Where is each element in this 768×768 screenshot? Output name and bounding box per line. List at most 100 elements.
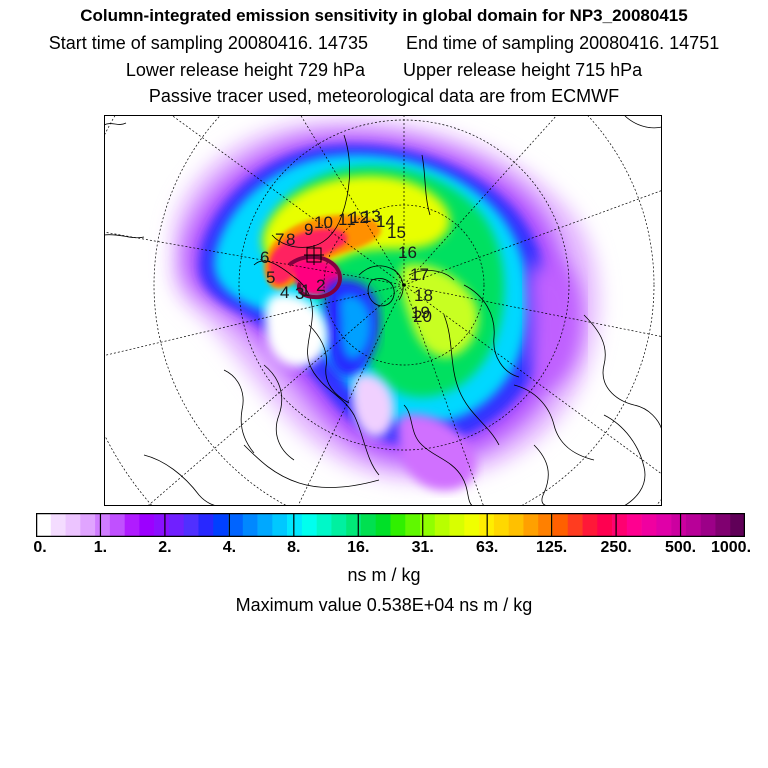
- traj-label-6: 6: [260, 248, 269, 267]
- colorbar-cell: [183, 513, 199, 537]
- traj-label-20: 20: [413, 307, 432, 326]
- colorbar-tick-label: 63.: [476, 539, 499, 556]
- colorbar-cell: [124, 513, 140, 537]
- colorbar-tick-label: 1000.: [710, 539, 752, 556]
- map-frame: [104, 115, 662, 506]
- colorbar-cell: [434, 513, 450, 537]
- sensitivity-field: [172, 120, 599, 491]
- colorbar-cell: [493, 513, 509, 537]
- traj-label-15: 15: [387, 223, 406, 242]
- colorbar-cell: [567, 513, 583, 537]
- colorbar-cell: [139, 513, 155, 537]
- colorbar-cell: [50, 513, 66, 537]
- colorbar-cell: [257, 513, 273, 537]
- colorbar-cell: [612, 513, 628, 537]
- start-time: Start time of sampling 20080416. 14735: [48, 33, 368, 53]
- colorbar-cell: [582, 513, 598, 537]
- maximum-value: Maximum value 0.538E+04 ns m / kg: [235, 595, 533, 615]
- colorbar-tick-label: 8.: [287, 539, 301, 556]
- colorbar-cell: [375, 513, 391, 537]
- colorbar-tick-label: 500.: [664, 539, 697, 556]
- release-box: [306, 247, 322, 263]
- traj-label-10: 10: [314, 213, 333, 232]
- colorbar-cell: [597, 513, 613, 537]
- colorbar-tick-label: 125.: [536, 539, 568, 556]
- colorbar-cell: [95, 513, 111, 537]
- colorbar-cell: [552, 513, 569, 537]
- colorbar-cell: [685, 513, 701, 537]
- sampling-times: Start time of sampling 20080416. 14735 En…: [0, 33, 768, 54]
- upper-release-height: Upper release height 715 hPa: [403, 60, 643, 80]
- traj-label-8: 8: [286, 230, 295, 249]
- colorbar-cell: [213, 513, 229, 537]
- colorbar-cell: [272, 513, 288, 537]
- colorbar-cell: [287, 513, 303, 537]
- traj-label-7: 7: [275, 230, 284, 249]
- colorbar-cell: [626, 513, 642, 537]
- colorbar-cell: [331, 513, 347, 537]
- colorbar-units: ns m / kg: [347, 565, 421, 585]
- tracer-note: Passive tracer used, meteorological data…: [148, 86, 620, 106]
- colorbar-tick-label: 250.: [600, 539, 632, 556]
- colorbar-tick-label: 16.: [347, 539, 370, 556]
- traj-label-1: 1: [301, 281, 310, 300]
- colorbar-tick-label: 0.: [33, 539, 47, 556]
- traj-label-18: 18: [414, 286, 433, 305]
- colorbar: [36, 513, 745, 537]
- colorbar-cells: [36, 513, 745, 537]
- plot-title: Column-integrated emission sensitivity i…: [80, 6, 688, 25]
- colorbar-cell: [730, 513, 745, 537]
- colorbar-cell: [641, 513, 657, 537]
- colorbar-cell: [168, 513, 185, 537]
- graticule: [104, 115, 662, 506]
- traj-label-3: 3: [295, 284, 304, 303]
- colorbar-cell: [228, 513, 244, 537]
- colorbar-cell: [154, 513, 170, 537]
- coastlines: [104, 115, 662, 506]
- traj-label-19: 19: [411, 303, 430, 322]
- traj-label-13: 13: [362, 207, 381, 226]
- colorbar-cell: [464, 513, 480, 537]
- colorbar-cell: [360, 513, 377, 537]
- colorbar-tick-label: 1.: [93, 539, 108, 556]
- traj-label-12: 12: [350, 208, 369, 227]
- colorbar-tick-label: 2.: [158, 539, 172, 556]
- colorbar-tick-label: 31.: [411, 539, 434, 556]
- colorbar-cell: [316, 513, 332, 537]
- traj-label-11: 11: [338, 210, 356, 229]
- polar-map: 1 2 3 4 5 6 7 8 9 10 11 12 13 14 15 16 1…: [104, 115, 662, 506]
- traj-label-9: 9: [304, 220, 313, 239]
- release-heights: Lower release height 729 hPa Upper releas…: [0, 60, 768, 81]
- lower-release-height: Lower release height 729 hPa: [125, 60, 365, 80]
- colorbar-tick-label: 4.: [222, 539, 237, 556]
- colorbar-cell: [242, 513, 258, 537]
- colorbar-cell: [715, 513, 731, 537]
- trajectory-labels: 1 2 3 4 5 6 7 8 9 10 11 12 13 14 15 16 1…: [260, 207, 433, 326]
- colorbar-cell: [449, 513, 465, 537]
- colorbar-cell: [420, 513, 436, 537]
- colorbar-cell: [65, 513, 81, 537]
- colorbar-cell: [80, 513, 96, 537]
- traj-label-16: 16: [398, 243, 417, 262]
- traj-label-14: 14: [376, 212, 395, 231]
- colorbar-cell: [656, 513, 672, 537]
- end-time: End time of sampling 20080416. 14751: [405, 33, 720, 53]
- traj-label-4: 4: [280, 283, 289, 302]
- colorbar-cell: [538, 513, 554, 537]
- colorbar-cell: [700, 513, 716, 537]
- colorbar-cell: [301, 513, 317, 537]
- colorbar-cell: [390, 513, 406, 537]
- traj-label-5: 5: [266, 268, 275, 287]
- colorbar-cell: [198, 513, 214, 537]
- traj-label-17: 17: [410, 265, 429, 284]
- colorbar-cell: [109, 513, 125, 537]
- colorbar-cell: [671, 513, 687, 537]
- colorbar-dividers: [99, 513, 682, 537]
- colorbar-cell: [36, 513, 52, 537]
- colorbar-cell: [523, 513, 539, 537]
- colorbar-cell: [508, 513, 524, 537]
- traj-label-2: 2: [316, 276, 325, 295]
- colorbar-frame: [36, 513, 745, 537]
- colorbar-cell: [346, 513, 362, 537]
- colorbar-cell: [405, 513, 421, 537]
